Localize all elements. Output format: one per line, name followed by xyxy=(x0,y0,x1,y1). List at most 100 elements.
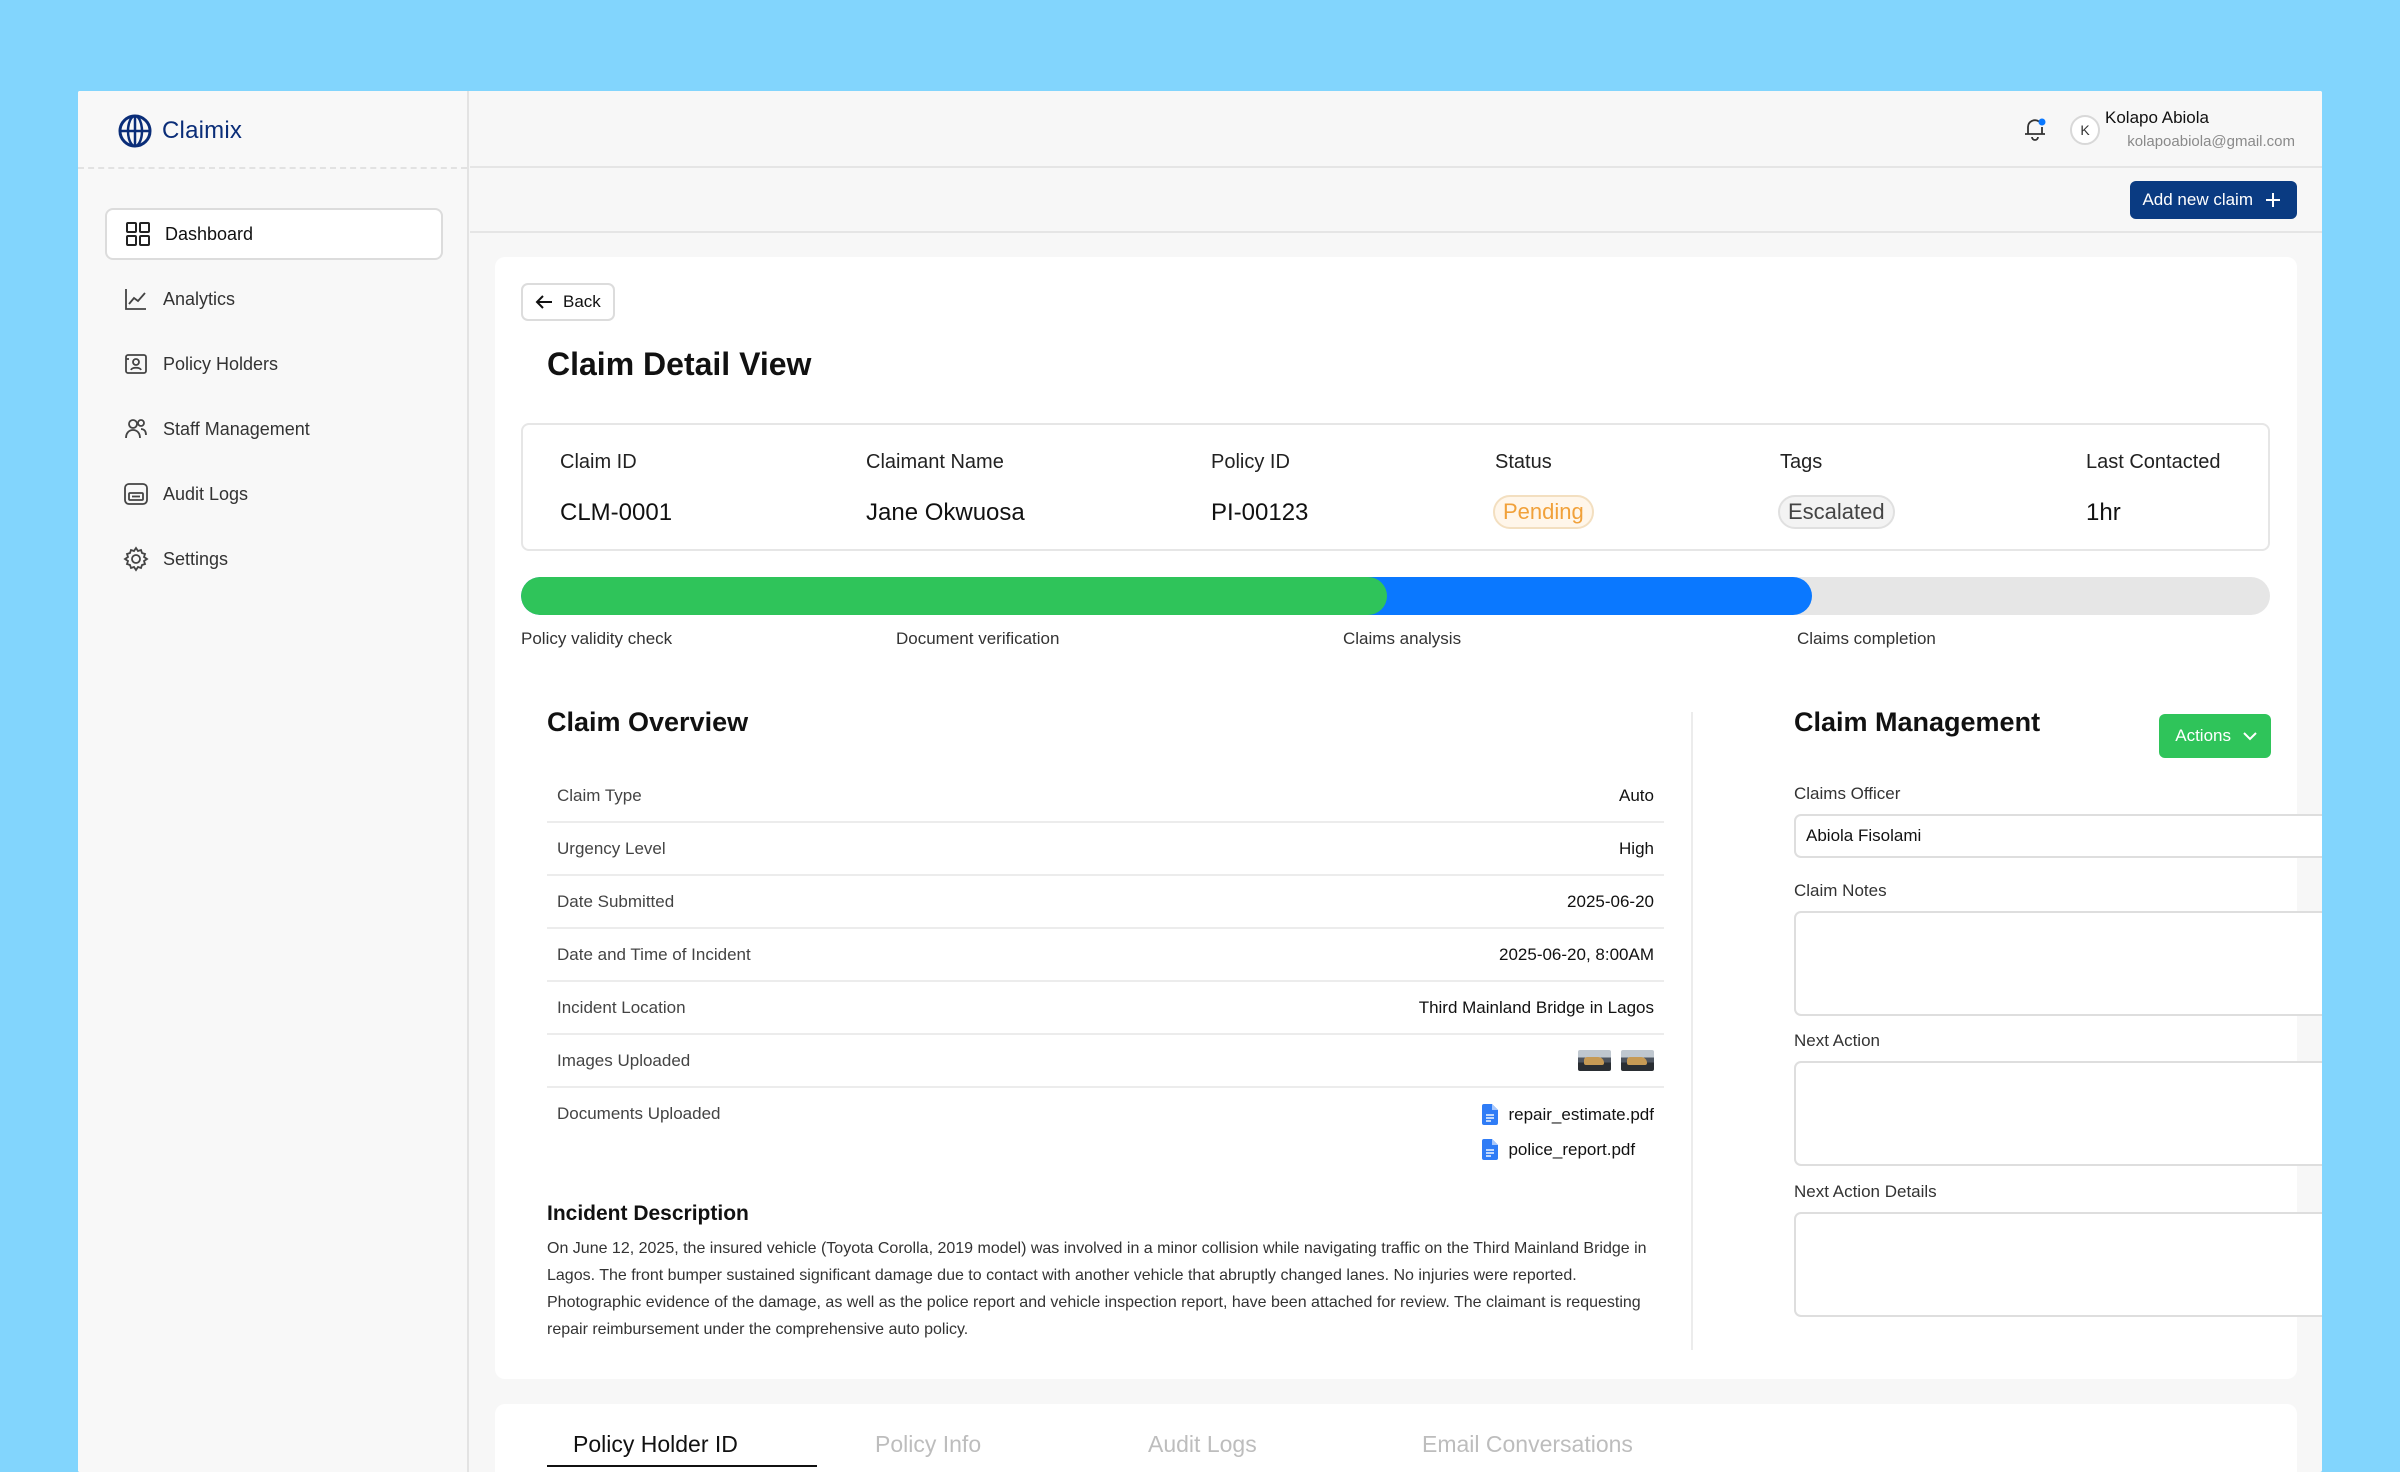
table-row-images: Images Uploaded xyxy=(547,1035,1664,1088)
add-new-claim-button[interactable]: Add new claim xyxy=(2130,181,2297,219)
top-header: K Kolapo Abiola kolapoabiola@gmail.com xyxy=(470,91,2322,168)
actions-label: Actions xyxy=(2175,726,2231,745)
documents-list: repair_estimate.pdf police_report.pdf xyxy=(1482,1104,1654,1160)
row-value: Auto xyxy=(1619,785,1654,805)
image-thumbnail[interactable] xyxy=(1621,1050,1654,1071)
page-title: Claim Detail View xyxy=(547,346,812,382)
sidebar-item-label: Settings xyxy=(163,548,229,569)
next-action-details-textarea[interactable] xyxy=(1794,1212,2322,1317)
incident-description-title: Incident Description xyxy=(547,1202,749,1225)
last-contacted-value: 1hr xyxy=(2086,499,2121,526)
row-label: Incident Location xyxy=(557,997,686,1017)
claim-notes-textarea[interactable] xyxy=(1794,911,2322,1016)
sidebar-nav: Dashboard Analytics Policy Holders Staff… xyxy=(105,208,443,598)
claim-overview-title: Claim Overview xyxy=(547,707,749,737)
bell-icon[interactable] xyxy=(2022,115,2048,143)
sidebar-item-label: Policy Holders xyxy=(163,353,279,374)
claimant-value: Jane Okwuosa xyxy=(866,499,1025,526)
log-icon xyxy=(124,483,148,505)
step-document-verification: Document verification xyxy=(896,629,1060,648)
sidebar-item-label: Analytics xyxy=(163,288,236,309)
tab-email-conversations[interactable]: Email Conversations xyxy=(1422,1431,1633,1457)
row-value: Third Mainland Bridge in Lagos xyxy=(1418,997,1654,1017)
claim-overview-table: Claim Type Auto Urgency Level High Date … xyxy=(547,770,1664,1180)
tab-policy-info[interactable]: Policy Info xyxy=(875,1431,982,1457)
sidebar-item-dashboard[interactable]: Dashboard xyxy=(105,208,443,260)
claims-officer-input[interactable]: Abiola Fisolami xyxy=(1794,814,2322,858)
claim-id-value: CLM-0001 xyxy=(560,499,673,526)
plus-icon xyxy=(2266,193,2280,207)
logo-text: Claimix xyxy=(162,117,243,144)
app-window: Claimix Dashboard Analytics xyxy=(78,91,2322,1472)
row-value: 2025-06-20 xyxy=(1567,891,1654,911)
progress-completed-segment xyxy=(521,577,1387,615)
avatar[interactable]: K xyxy=(2070,115,2100,145)
gear-icon xyxy=(123,546,149,572)
tab-policy-holder-id[interactable]: Policy Holder ID xyxy=(573,1431,738,1457)
sidebar-item-audit-logs[interactable]: Audit Logs xyxy=(105,468,443,520)
tab-audit-logs[interactable]: Audit Logs xyxy=(1148,1431,1257,1457)
sidebar-item-settings[interactable]: Settings xyxy=(105,533,443,585)
status-badge: Pending xyxy=(1493,495,1594,529)
claim-management-title: Claim Management xyxy=(1794,707,2041,737)
add-new-claim-label: Add new claim xyxy=(2142,190,2253,209)
document-name: police_report.pdf xyxy=(1508,1139,1636,1159)
chevron-down-icon xyxy=(2243,731,2257,740)
row-value: High xyxy=(1619,838,1654,858)
row-label: Claim Type xyxy=(557,785,642,805)
back-label: Back xyxy=(563,292,601,311)
grid-icon xyxy=(126,222,150,246)
table-row: Claim Type Auto xyxy=(547,770,1664,823)
details-tabs: Policy Holder ID Policy Info Audit Logs … xyxy=(495,1404,2297,1472)
step-claims-analysis: Claims analysis xyxy=(1343,629,1462,648)
tags-label: Tags xyxy=(1780,451,1823,473)
tag-badge: Escalated xyxy=(1778,495,1895,529)
next-action-label: Next Action xyxy=(1794,1031,1880,1050)
row-label: Documents Uploaded xyxy=(557,1104,721,1123)
claim-notes-label: Claim Notes xyxy=(1794,881,1887,900)
step-policy-validity: Policy validity check xyxy=(521,629,673,648)
claims-officer-label: Claims Officer xyxy=(1794,784,1901,803)
next-action-textarea[interactable] xyxy=(1794,1061,2322,1166)
user-name: Kolapo Abiola xyxy=(2105,108,2209,127)
row-label: Images Uploaded xyxy=(557,1050,691,1070)
logo[interactable]: Claimix xyxy=(118,113,242,149)
sidebar-item-analytics[interactable]: Analytics xyxy=(105,273,443,325)
divider xyxy=(78,167,467,169)
id-card-icon xyxy=(125,354,147,374)
sidebar-item-label: Staff Management xyxy=(163,418,310,439)
table-row: Date Submitted 2025-06-20 xyxy=(547,876,1664,929)
sidebar-item-label: Dashboard xyxy=(165,223,254,244)
users-icon xyxy=(125,419,147,439)
image-thumbnails xyxy=(1578,1050,1654,1071)
document-link[interactable]: repair_estimate.pdf xyxy=(1482,1104,1654,1125)
globe-icon xyxy=(118,114,152,148)
row-label: Date and Time of Incident xyxy=(557,944,751,964)
sidebar: Claimix Dashboard Analytics xyxy=(78,91,469,1472)
user-email: kolapoabiola@gmail.com xyxy=(2127,133,2295,150)
policy-id-value: PI-00123 xyxy=(1211,499,1309,526)
chart-line-icon xyxy=(125,289,146,310)
row-label: Urgency Level xyxy=(557,838,666,858)
status-label: Status xyxy=(1495,451,1552,473)
step-claims-completion: Claims completion xyxy=(1797,629,1936,648)
table-row: Incident Location Third Mainland Bridge … xyxy=(547,982,1664,1035)
sidebar-item-staff-management[interactable]: Staff Management xyxy=(105,403,443,455)
table-row: Urgency Level High xyxy=(547,823,1664,876)
image-thumbnail[interactable] xyxy=(1578,1050,1611,1071)
claim-detail-card: Back Claim Detail View Claim ID CLM-0001… xyxy=(495,257,2322,1379)
document-link[interactable]: police_report.pdf xyxy=(1482,1139,1654,1160)
claimant-label: Claimant Name xyxy=(866,451,1004,473)
next-action-details-label: Next Action Details xyxy=(1794,1182,1937,1201)
document-icon xyxy=(1482,1139,1499,1160)
claim-summary: Claim ID CLM-0001 Claimant Name Jane Okw… xyxy=(521,423,2270,551)
back-button[interactable]: Back xyxy=(521,283,615,321)
sidebar-item-label: Audit Logs xyxy=(163,483,249,504)
sidebar-item-policy-holders[interactable]: Policy Holders xyxy=(105,338,443,390)
table-row-documents: Documents Uploaded repair_estimate.pdf p… xyxy=(547,1088,1664,1180)
document-name: repair_estimate.pdf xyxy=(1508,1104,1654,1124)
row-value: 2025-06-20, 8:00AM xyxy=(1499,944,1654,964)
policy-id-label: Policy ID xyxy=(1211,451,1290,473)
arrow-left-icon xyxy=(535,295,552,309)
actions-dropdown-button[interactable]: Actions xyxy=(2159,714,2271,758)
